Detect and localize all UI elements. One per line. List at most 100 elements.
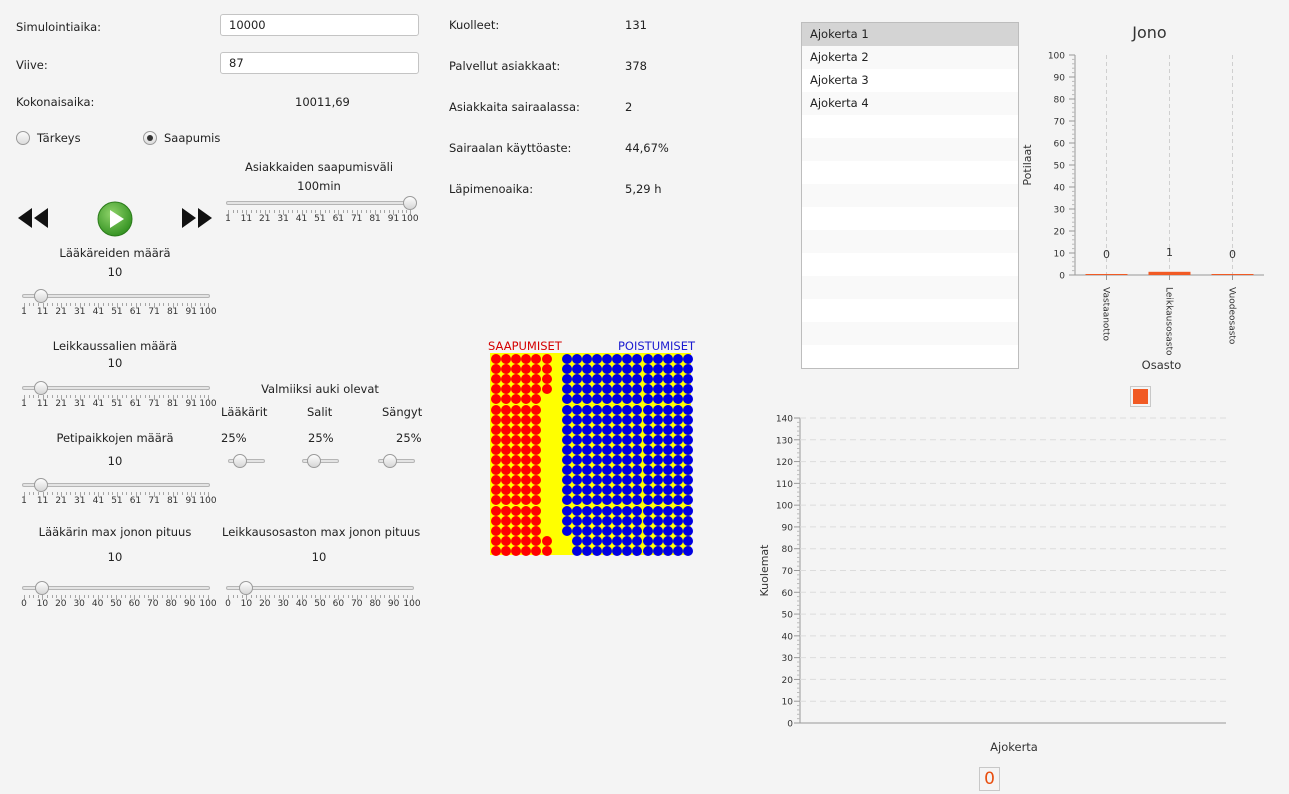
arrival-dot [531, 374, 542, 385]
slider-track[interactable] [22, 386, 210, 390]
slider-thumb[interactable] [33, 289, 48, 303]
slider-minor-tick [329, 210, 331, 213]
slider-minor-tick [157, 595, 159, 598]
slider-minor-tick [148, 595, 150, 598]
slider-tick-label: 0 [225, 599, 231, 609]
empty-list-row [802, 253, 1018, 276]
x-axis-label: Osasto [1142, 358, 1182, 372]
departure-dot [622, 444, 633, 455]
availability-beds-slider[interactable] [378, 454, 415, 468]
slider-tick-labels: 1 11 21 31 41 51 61 71 81 91 100 [225, 214, 418, 226]
run-list-item[interactable]: Ajokerta 1 [802, 23, 1018, 46]
slider-thumb[interactable] [239, 581, 254, 595]
slider-minor-tick [198, 595, 200, 598]
beds-slider[interactable]: 1 11 21 31 41 51 61 71 81 91 100 [21, 478, 217, 506]
slider-minor-tick [269, 210, 271, 213]
departure-dot [581, 404, 592, 415]
slider-minor-tick [139, 595, 140, 598]
slider-tick [228, 210, 229, 215]
departure-dot [592, 505, 602, 516]
slider-minor-tick [324, 595, 326, 598]
slider-thumb[interactable] [33, 381, 48, 395]
slider-minor-tick [37, 303, 39, 306]
rewind-icon[interactable] [16, 206, 50, 230]
arrival-dot [531, 525, 542, 536]
arrival-dot [531, 354, 542, 364]
arrival-radio-label[interactable]: Saapumis [164, 131, 221, 145]
departure-dot [602, 515, 613, 526]
departure-dot [652, 545, 663, 556]
departure-dot [592, 455, 602, 465]
slider-tick [191, 303, 193, 308]
slider-track[interactable] [22, 586, 210, 590]
departure-dot [622, 455, 633, 465]
slider-minor-tick [158, 492, 160, 495]
departure-dot [592, 414, 602, 425]
arrival-dot [531, 384, 542, 395]
slider-minor-tick [195, 492, 197, 495]
slider-track[interactable] [226, 201, 412, 205]
surgery-queue-slider[interactable]: 0 10 20 30 40 50 60 70 80 90 100 [225, 581, 421, 611]
run-list-item[interactable]: Ajokerta 4 [802, 92, 1018, 115]
arrival-dot [521, 374, 532, 385]
slider-tick [319, 210, 321, 215]
slider-thumb[interactable] [35, 581, 50, 595]
slider-tick-label: 41 [92, 307, 105, 317]
slider-tick [60, 595, 62, 600]
availability-doctors-slider[interactable] [228, 454, 265, 468]
arrival-interval-slider[interactable]: 1 11 21 31 41 51 61 71 81 91 100 [225, 196, 419, 226]
departure-dot [622, 404, 633, 415]
slider-thumb[interactable] [382, 454, 397, 468]
departure-dot [632, 515, 643, 526]
y-tick-label: 10 [782, 698, 794, 708]
slider-thumb[interactable] [232, 454, 247, 468]
fast-forward-icon[interactable] [180, 206, 214, 230]
departure-dot [632, 434, 643, 445]
slider-tick-labels: 0 10 20 30 40 50 60 70 80 90 100 [225, 599, 420, 611]
bar-value-label: 1 [1166, 246, 1173, 259]
slider-track[interactable] [22, 294, 210, 298]
priority-radio-label[interactable]: Tärkeys [37, 131, 81, 145]
availability-rooms-slider[interactable] [302, 454, 339, 468]
priority-radio[interactable] [16, 131, 30, 145]
departure-dot [612, 525, 623, 536]
departure-dot [581, 485, 592, 496]
doctors-slider[interactable]: 1 11 21 31 41 51 61 71 81 91 100 [21, 289, 217, 317]
sim-time-input[interactable] [220, 14, 419, 36]
departure-dot [642, 364, 653, 375]
slider-minor-tick [158, 303, 160, 306]
slider-minor-tick [65, 595, 67, 598]
deaths-value: 131 [625, 18, 647, 32]
delay-input[interactable] [220, 52, 419, 74]
departure-dot [581, 545, 592, 556]
play-icon[interactable] [96, 200, 134, 238]
slider-thumb[interactable] [33, 478, 48, 492]
slider-tick [98, 395, 100, 400]
arrival-dot [501, 394, 512, 405]
operating-rooms-slider[interactable]: 1 11 21 31 41 51 61 71 81 91 100 [21, 381, 217, 409]
slider-thumb[interactable] [403, 196, 417, 210]
slider-track[interactable] [226, 586, 414, 590]
doctor-queue-slider[interactable]: 0 10 20 30 40 50 60 70 80 90 100 [21, 581, 217, 609]
slider-thumb[interactable] [306, 454, 321, 468]
departure-dot [672, 515, 683, 526]
slider-tick-label: 100 [403, 599, 421, 609]
arrival-dot [511, 384, 522, 395]
arrival-dot [491, 424, 501, 435]
arrival-radio[interactable] [143, 131, 157, 145]
run-list-item[interactable]: Ajokerta 3 [810, 73, 869, 87]
departure-dot [602, 455, 613, 465]
y-tick-label: 110 [776, 480, 793, 490]
slider-track[interactable] [22, 483, 210, 487]
runs-list[interactable]: Ajokerta 1 Ajokerta 2 Ajokerta 3 Ajokerta 4 [801, 22, 1019, 369]
departure-dot [682, 505, 693, 516]
slider-minor-tick [28, 395, 30, 398]
slider-tick-label: 21 [55, 399, 67, 409]
run-list-item[interactable]: Ajokerta 2 [802, 46, 1018, 69]
departure-dot [632, 535, 643, 546]
slider-minor-tick [287, 210, 289, 213]
departure-dot [571, 545, 582, 556]
slider-ticks [22, 395, 210, 401]
slider-minor-tick [168, 303, 170, 306]
slider-minor-tick [83, 595, 85, 598]
